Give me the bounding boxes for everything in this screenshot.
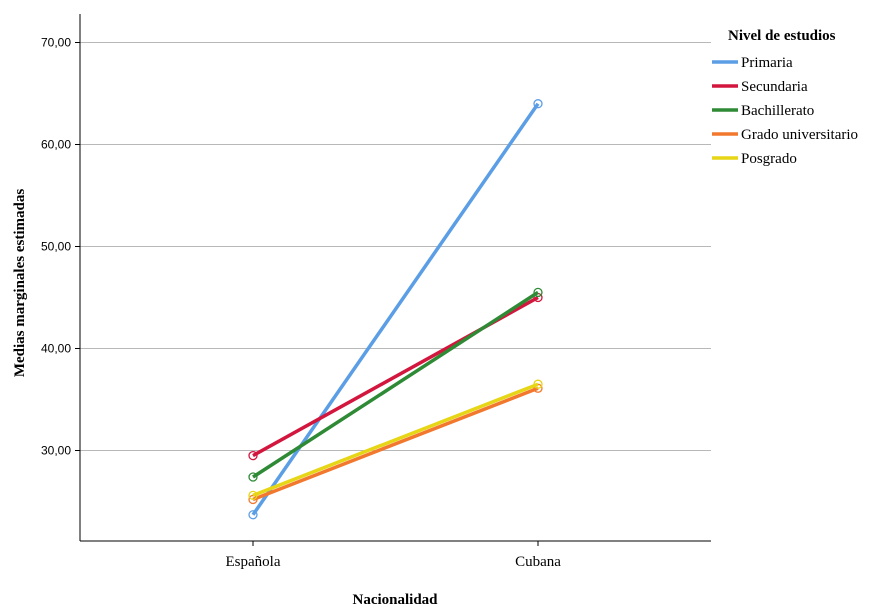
data-point: [533, 287, 543, 298]
data-point: [248, 472, 258, 482]
axes: [79, 14, 711, 542]
y-tick-label: 50,00: [41, 240, 71, 254]
series-line-3: [252, 386, 539, 502]
data-point: [533, 379, 543, 389]
legend-title: Nivel de estudios: [728, 28, 836, 44]
legend: Nivel de estudios Primaria Secundaria Bach…: [712, 28, 858, 167]
grid-lines: [80, 42, 711, 451]
legend-label: Grado universitario: [741, 127, 858, 143]
y-axis-title: Medias marginales estimadas: [12, 189, 28, 377]
legend-label: Bachillerato: [741, 103, 814, 119]
data-point: [533, 99, 543, 109]
legend-label: Posgrado: [741, 151, 797, 167]
data-point: [248, 494, 258, 505]
x-tick-label: Cubana: [515, 554, 561, 570]
y-tick-label: 30,00: [41, 444, 71, 458]
y-tick-label: 40,00: [41, 342, 71, 356]
y-tick-label: 70,00: [41, 36, 71, 50]
legend-label: Primaria: [741, 55, 793, 71]
x-tick-label: Española: [226, 554, 281, 570]
y-tick-label: 60,00: [41, 138, 71, 152]
y-tick-labels: 30,00 40,00 50,00 60,00 70,00: [41, 36, 80, 458]
series-line-2: [252, 290, 539, 479]
series-line-0: [251, 102, 540, 516]
data-point: [248, 490, 258, 501]
series-line-4: [252, 382, 539, 498]
data-point: [248, 450, 258, 461]
legend-label: Secundaria: [741, 79, 808, 95]
x-tick-labels: Española Cubana: [226, 541, 561, 570]
series-lines: [248, 99, 543, 520]
data-point: [248, 510, 258, 520]
x-axis-title: Nacionalidad: [352, 592, 438, 608]
